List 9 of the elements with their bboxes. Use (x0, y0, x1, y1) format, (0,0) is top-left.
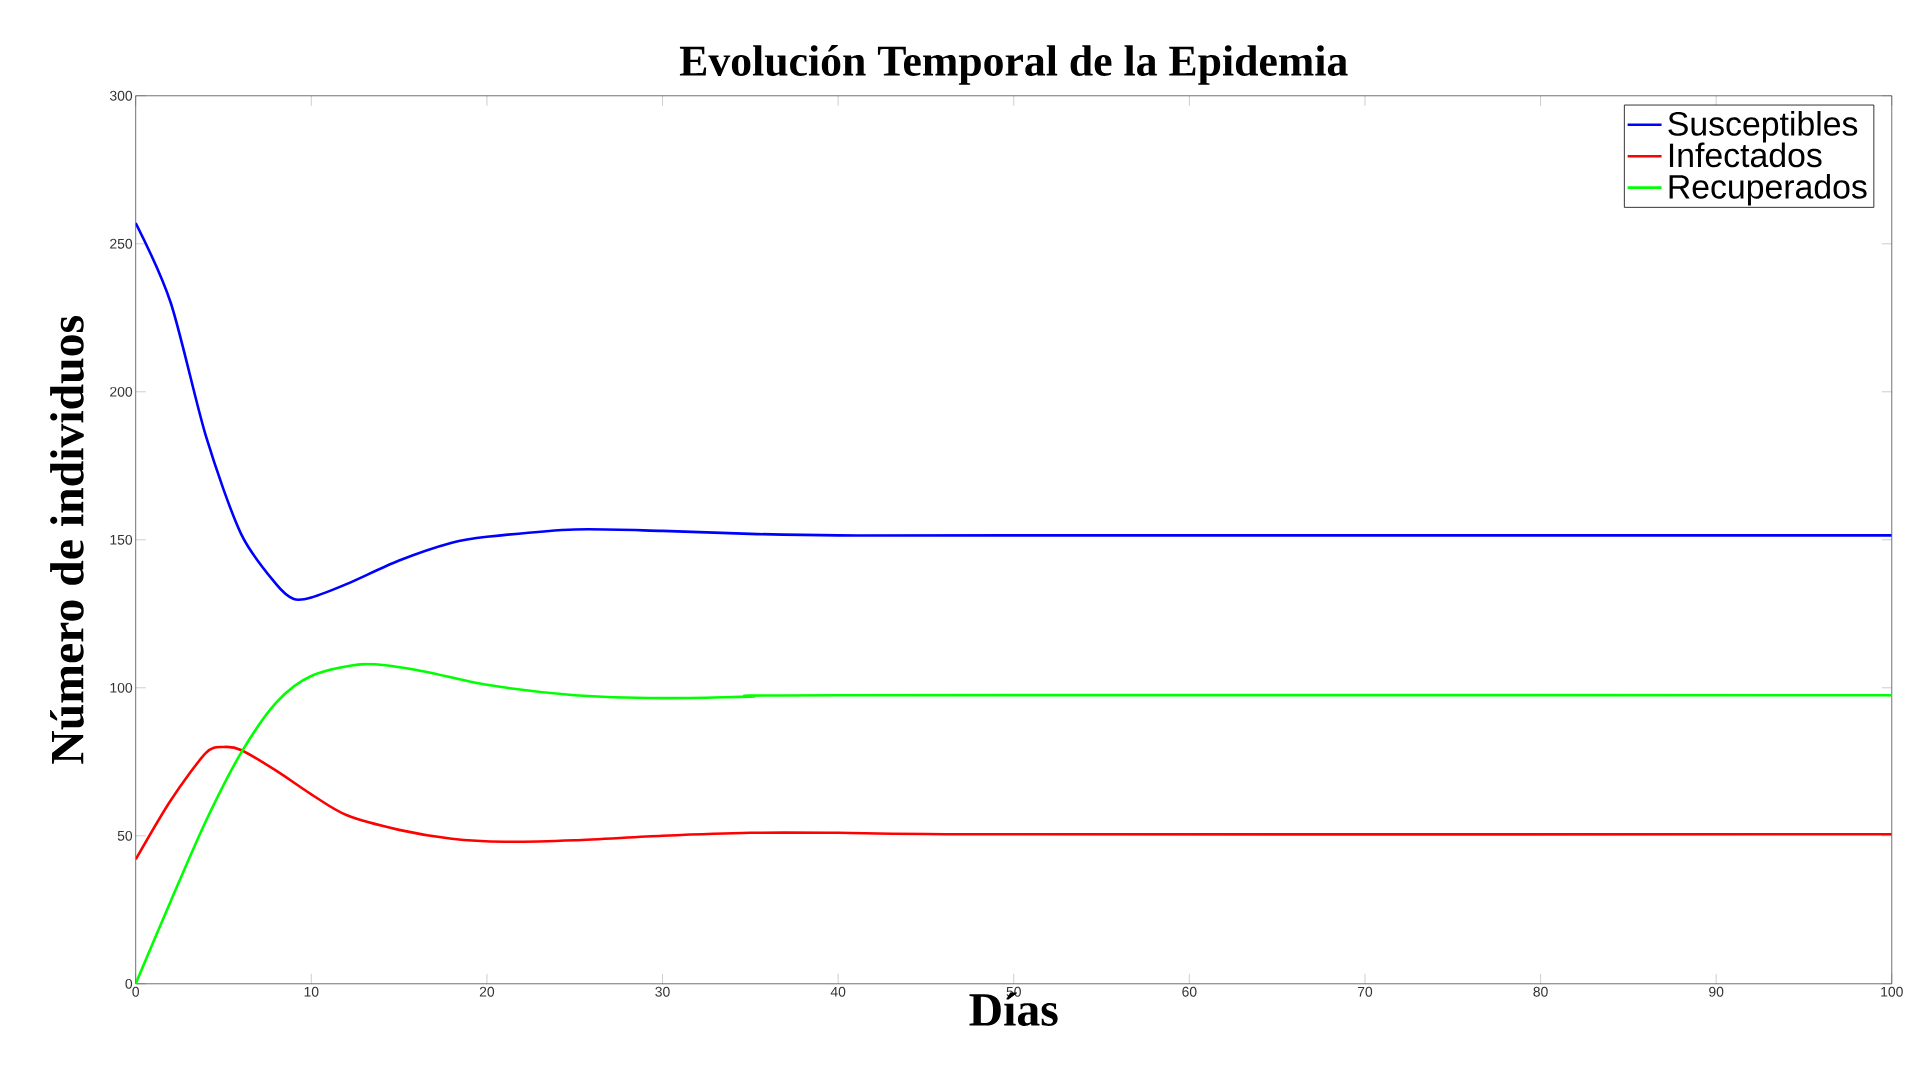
chart-title: Evolución Temporal de la Epidemia (679, 45, 1348, 86)
legend-label: Recuperados (1669, 174, 1867, 206)
y-axis-title: Número de individuos (50, 316, 84, 765)
line-series (135, 221, 1892, 601)
line-series (135, 745, 1892, 861)
legend-label: Infectados (1669, 142, 1822, 168)
line-series (135, 663, 1892, 985)
x-axis-title: Días (969, 992, 1058, 1027)
legend-label: Susceptibles (1668, 111, 1858, 143)
